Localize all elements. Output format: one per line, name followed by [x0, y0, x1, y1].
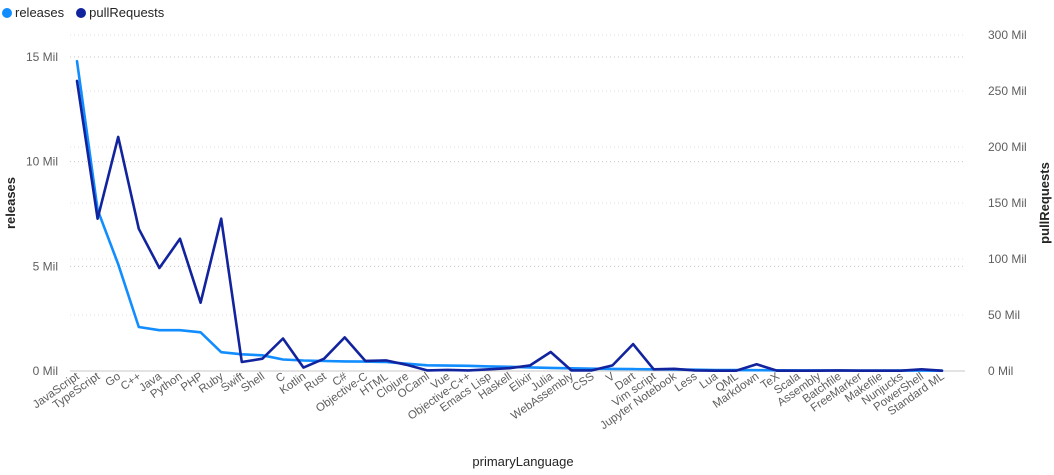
category-label: CSS	[570, 370, 597, 394]
left-axis: 0 Mil 5 Mil 10 Mil 15 Mil	[26, 50, 58, 378]
series-lines	[75, 59, 944, 373]
series-line-releases[interactable]	[75, 59, 944, 373]
right-tick-label: 0 Mil	[988, 364, 1013, 378]
category-label: Shell	[239, 371, 267, 396]
legend-marker-pullrequests	[76, 7, 87, 18]
right-tick-label: 150 Mil	[988, 196, 1027, 210]
right-axis-title: pullRequests	[1037, 162, 1052, 244]
left-tick-label: 5 Mil	[33, 259, 58, 273]
x-axis-title: primaryLanguage	[472, 454, 573, 469]
right-tick-label: 250 Mil	[988, 84, 1027, 98]
legend: releases pullRequests	[2, 5, 164, 20]
legend-item-releases[interactable]: releases	[2, 5, 64, 20]
category-label: Rust	[303, 370, 330, 394]
left-tick-label: 15 Mil	[26, 50, 58, 64]
left-tick-label: 0 Mil	[33, 364, 58, 378]
right-tick-label: 200 Mil	[988, 140, 1027, 154]
legend-label-releases: releases	[15, 5, 65, 20]
right-axis: 0 Mil 50 Mil 100 Mil 150 Mil 200 Mil 250 Mil 3…	[988, 28, 1027, 378]
right-tick-label: 100 Mil	[988, 252, 1027, 266]
left-tick-label: 10 Mil	[26, 155, 58, 169]
category-label: Less	[673, 370, 700, 394]
series-line-pullrequests[interactable]	[75, 79, 944, 373]
right-tick-label: 50 Mil	[988, 308, 1020, 322]
legend-item-pullrequests[interactable]: pullRequests	[76, 5, 164, 20]
right-tick-label: 300 Mil	[988, 28, 1027, 42]
gridlines	[70, 34, 965, 372]
legend-marker-releases	[2, 7, 12, 18]
legend-label-pullrequests: pullRequests	[89, 5, 165, 20]
left-axis-title: releases	[3, 177, 18, 229]
